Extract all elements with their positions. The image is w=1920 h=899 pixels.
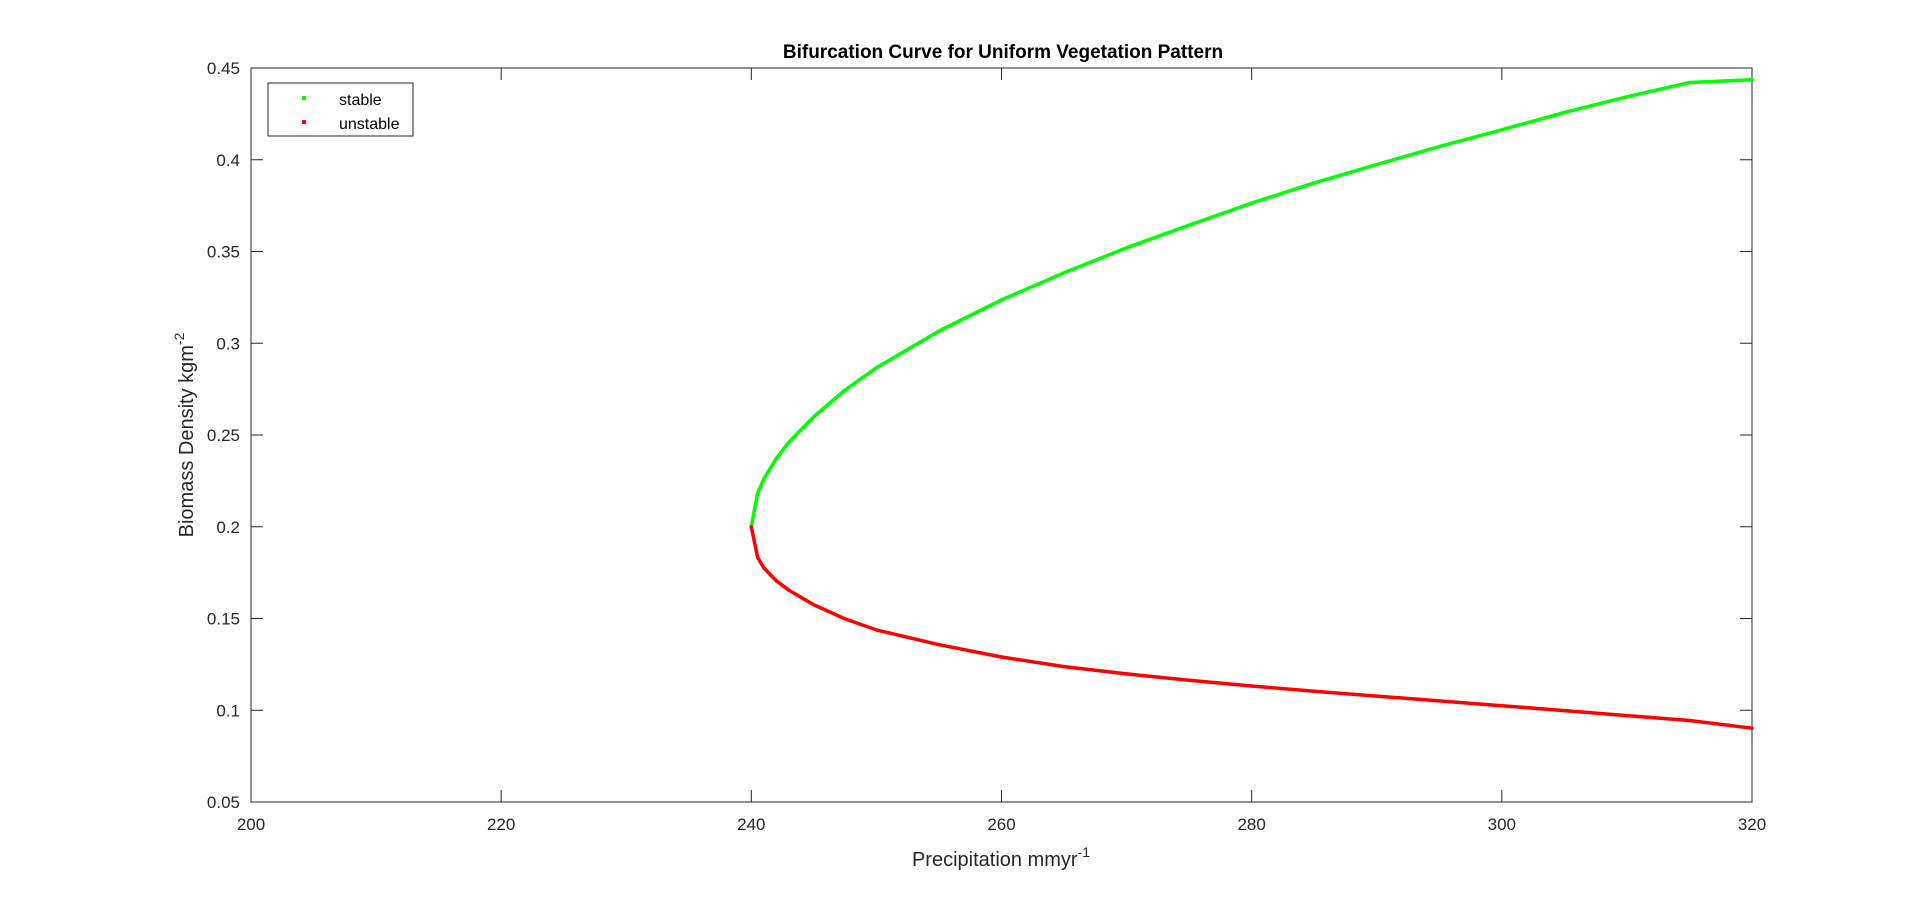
unstable-data-point	[1187, 678, 1191, 682]
stable-branch-line	[749, 77, 1754, 529]
y-tick-label: 0.15	[207, 610, 240, 629]
legend-unstable-label: unstable	[339, 116, 400, 133]
x-tick-label: 280	[1237, 815, 1265, 834]
unstable-data-point	[774, 579, 779, 583]
x-tick-label: 320	[1738, 815, 1766, 834]
stable-data-point	[762, 477, 766, 481]
legend-stable-marker	[302, 96, 306, 100]
stable-data-point	[843, 388, 847, 392]
unstable-data-point	[999, 655, 1004, 659]
unstable-data-point	[1687, 718, 1692, 723]
y-tick-label: 0.25	[207, 426, 240, 445]
stable-data-point	[1125, 246, 1129, 250]
stable-data-point	[1437, 144, 1441, 149]
stable-data-point	[1250, 201, 1254, 205]
y-tick-label: 0.45	[207, 59, 240, 78]
y-axis-label: Biomass Density kgm-2	[171, 332, 198, 537]
unstable-data-point	[787, 588, 791, 592]
unstable-branch-line	[749, 525, 1754, 730]
stable-data-point	[1312, 181, 1316, 185]
legend-unstable-marker	[302, 120, 306, 124]
y-tick-label: 0.3	[216, 334, 240, 353]
y-axis-label-text: Biomass Density kgm	[176, 345, 198, 537]
legend-box	[267, 82, 414, 137]
stable-data-point	[1062, 271, 1066, 275]
stable-data-point	[1500, 128, 1504, 132]
stable-data-point	[1625, 95, 1629, 99]
unstable-data-point	[1437, 699, 1441, 703]
y-tick-label: 0.1	[216, 701, 240, 720]
unstable-data-point	[812, 603, 816, 607]
x-axis-label: Precipitation mmyr-1	[912, 844, 1090, 871]
unstable-data-point	[1062, 665, 1066, 669]
x-tick-label: 260	[987, 815, 1015, 834]
stable-data-point	[787, 440, 791, 444]
unstable-data-point	[1125, 672, 1129, 676]
unstable-data-point	[762, 566, 766, 570]
unstable-data-point	[937, 643, 941, 647]
y-tick-label: 0.35	[207, 243, 240, 262]
unstable-data-point	[1375, 694, 1379, 698]
unstable-data-point	[756, 555, 760, 560]
stable-data-point	[999, 298, 1004, 302]
unstable-data-point	[1750, 726, 1754, 730]
unstable-data-point	[1500, 704, 1504, 708]
x-tick-label: 200	[237, 815, 265, 834]
stable-data-point	[774, 456, 779, 460]
stable-data-point	[756, 491, 760, 495]
unstable-data-point	[874, 628, 879, 632]
x-tick-label: 240	[737, 815, 765, 834]
unstable-data-point	[1250, 684, 1254, 688]
stable-data-point	[1187, 223, 1191, 227]
x-tick-label: 220	[487, 815, 515, 834]
stable-data-point	[1687, 80, 1692, 85]
series-layer	[749, 77, 1754, 730]
stable-data-point	[812, 415, 816, 419]
y-tick-label: 0.4	[216, 151, 240, 170]
stable-data-point	[937, 329, 941, 333]
legend-stable-label: stable	[339, 92, 382, 109]
axis-ticks: 200 220 240 260 280 300 320 0.05 0.1 0.15 0.2 0.25 0…	[207, 59, 1766, 834]
unstable-data-point	[1562, 709, 1566, 713]
stable-data-point	[1562, 110, 1566, 114]
y-tick-label: 0.2	[216, 518, 240, 537]
stable-data-point	[874, 366, 879, 370]
x-tick-label: 300	[1488, 815, 1516, 834]
x-axis-label-text: Precipitation mmyr	[912, 849, 1078, 871]
chart-title: Bifurcation Curve for Uniform Vegetation…	[783, 42, 1223, 63]
stable-data-point	[1375, 162, 1379, 167]
unstable-data-point	[1312, 689, 1316, 693]
y-axis-label-superscript: -2	[171, 332, 187, 345]
unstable-data-point	[1625, 714, 1629, 718]
plot-area	[250, 67, 1753, 803]
unstable-data-point	[843, 617, 847, 621]
stable-data-point	[1750, 78, 1754, 82]
y-tick-label: 0.05	[207, 793, 240, 812]
x-axis-label-superscript: -1	[1078, 844, 1091, 860]
legend: stable unstable	[267, 82, 414, 137]
unstable-data-point	[749, 525, 753, 529]
